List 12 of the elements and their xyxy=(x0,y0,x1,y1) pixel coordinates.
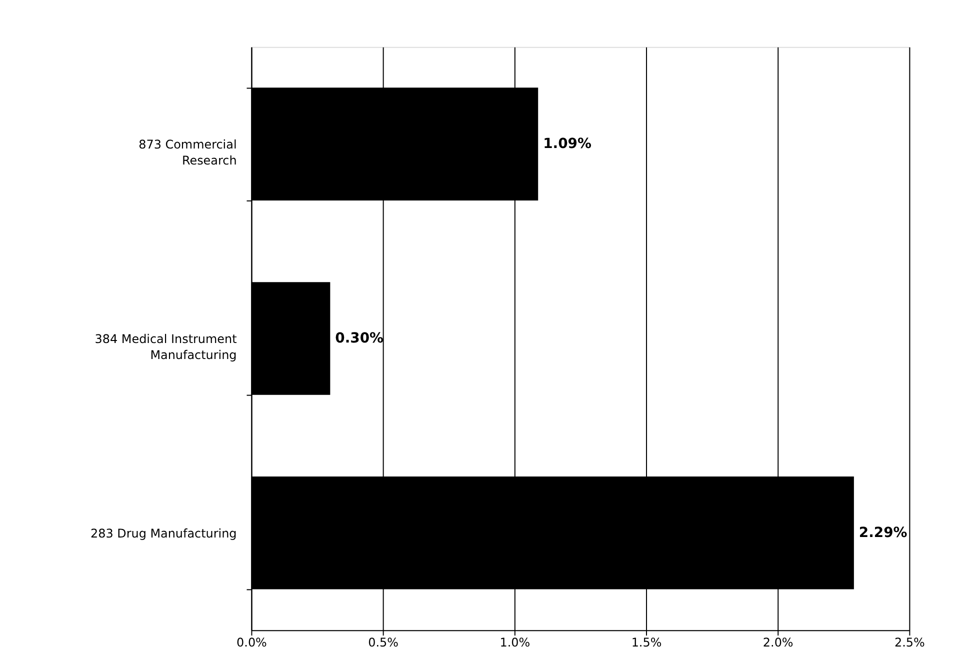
y-tick-label: 283 Drug Manufacturing xyxy=(90,526,237,540)
y-tick-label: 384 Medical Instrument Manufacturing xyxy=(94,332,238,362)
x-tick-label: 1.0% xyxy=(500,636,530,650)
x-tick-label: 1.5% xyxy=(631,636,662,650)
x-tick-label: 2.5% xyxy=(894,636,925,650)
data-label: 1.09% xyxy=(543,136,592,152)
x-tick-label: 2.0% xyxy=(762,636,794,650)
data-label: 2.29% xyxy=(858,524,908,541)
x-tick-label: 0.5% xyxy=(368,636,399,650)
y-tick-label: 873 Commercial Research xyxy=(138,138,237,168)
data-label: 0.30% xyxy=(335,330,384,346)
x-tick-label: 0.0% xyxy=(236,636,267,650)
